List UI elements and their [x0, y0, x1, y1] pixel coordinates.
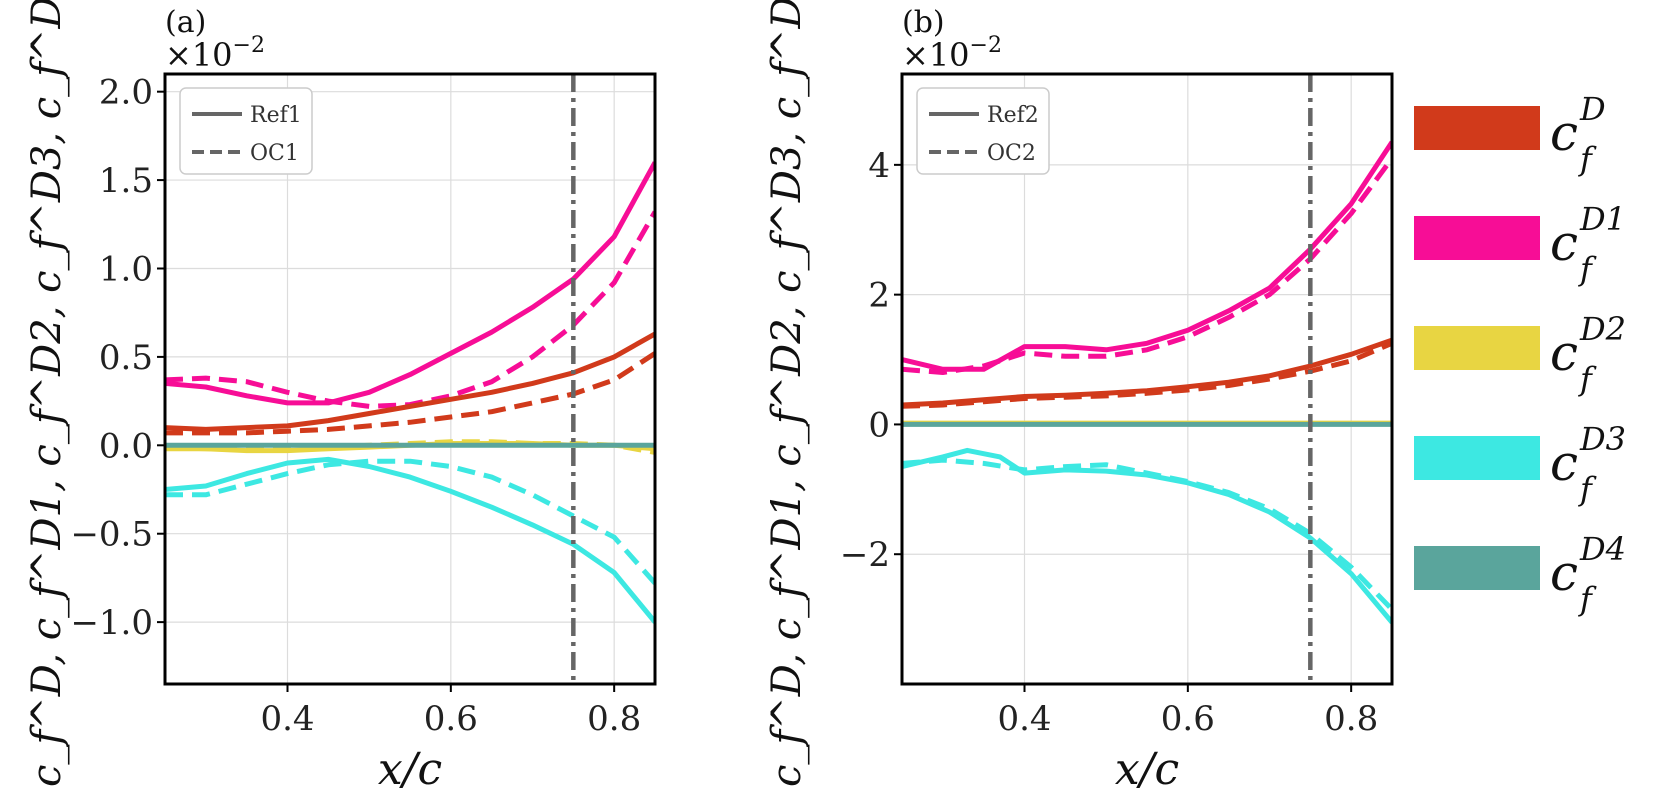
legend-symbol: c: [1550, 104, 1578, 162]
y-axis-label: c_f^D, c_f^D1, c_f^D2, c_f^D3, c_f^D4: [24, 0, 70, 787]
legend-symbol: c: [1550, 214, 1578, 272]
series-line-c-f-d-oc2: [902, 341, 1392, 409]
y-tick-label: −2: [840, 535, 890, 575]
legend-subscript: f: [1578, 250, 1597, 288]
y-tick-label: 0.0: [99, 426, 153, 466]
y-tick-label: −0.5: [70, 515, 153, 555]
x-axis-label: x/c: [1115, 744, 1179, 790]
x-tick-label: 0.8: [587, 699, 641, 739]
color-legend-label: c: [1550, 544, 1578, 602]
color-swatch: [1414, 546, 1540, 590]
y-tick-label: 1.5: [99, 161, 153, 201]
series-line-c-f-d3-ref2: [902, 447, 1392, 625]
color-legend-label: c: [1550, 214, 1578, 272]
y-tick-label: 4: [868, 146, 890, 186]
legend-label: OC2: [987, 141, 1036, 166]
y-tick-label: 2.0: [99, 73, 153, 113]
y-tick-label: 0.5: [99, 338, 153, 378]
x-tick-label: 0.6: [1161, 699, 1215, 739]
y-tick-label: 1.0: [99, 249, 153, 289]
y-tick-label: 0: [868, 405, 890, 445]
color-swatch: [1414, 326, 1540, 370]
series-line-c-f-d3-oc2: [902, 457, 1392, 612]
x-tick-label: 0.6: [424, 699, 478, 739]
series-line-c-f-d1-oc2: [902, 156, 1392, 375]
legend-superscript: D3: [1579, 420, 1626, 458]
x-tick-label: 0.4: [260, 699, 314, 739]
color-legend-label: c: [1550, 104, 1578, 162]
style-legend: Ref2 OC2: [916, 87, 1050, 175]
x-tick-label: 0.4: [997, 699, 1051, 739]
style-legend: Ref1 OC1: [179, 87, 313, 175]
legend-symbol: c: [1550, 324, 1578, 382]
legend-superscript: D4: [1579, 530, 1626, 568]
color-swatch: [1414, 436, 1540, 480]
y-tick-label: 2: [868, 276, 890, 316]
axis-multiplier: ×10−2: [902, 33, 1002, 74]
series-line-c-f-d3-ref1: [165, 456, 655, 624]
legend-superscript: D: [1579, 90, 1606, 128]
y-tick-label: −1.0: [70, 603, 153, 643]
plot-frame: [163, 72, 657, 686]
axis-multiplier-exponent: −2: [970, 33, 1002, 58]
series-group: [902, 140, 1392, 625]
legend-label: OC1: [250, 141, 299, 166]
series-line-c-f-d1-ref2: [902, 140, 1392, 372]
x-axis-label: x/c: [378, 744, 442, 790]
x-tick-label: 0.8: [1324, 699, 1378, 739]
plot-frame: [900, 72, 1394, 686]
series-group: [165, 161, 655, 624]
legend-superscript: D2: [1579, 310, 1626, 348]
legend-symbol: c: [1550, 544, 1578, 602]
legend-superscript: D1: [1579, 200, 1626, 238]
axis-multiplier: ×10−2: [165, 33, 265, 74]
chart-panel-a: 0.4 0.6 0.8 −1.0 −0.5 0.0 0.5 1.0 1.5 2.0 (a)×10−2…: [24, 0, 657, 790]
legend-subscript: f: [1578, 580, 1597, 618]
color-swatch: [1414, 216, 1540, 260]
axis-multiplier-base: ×10: [165, 36, 233, 74]
legend-symbol: c: [1550, 434, 1578, 492]
legend-label: Ref1: [250, 103, 302, 128]
legend-subscript: f: [1578, 470, 1597, 508]
panel-label: (b): [902, 5, 945, 40]
axis-multiplier-base: ×10: [902, 36, 970, 74]
axis-multiplier-exponent: −2: [233, 33, 265, 58]
color-legend-label: c: [1550, 324, 1578, 382]
series-line-c-f-d-ref1: [165, 331, 655, 432]
y-axis-label: c_f^D, c_f^D1, c_f^D2, c_f^D3, c_f^D4: [764, 0, 810, 787]
series-line-c-f-d1-ref1: [165, 161, 655, 406]
legend-label: Ref2: [987, 103, 1039, 128]
color-legend-label: c: [1550, 434, 1578, 492]
color-swatch: [1414, 106, 1540, 150]
panel-label: (a): [165, 5, 206, 40]
legend-subscript: f: [1578, 140, 1597, 178]
legend-subscript: f: [1578, 360, 1597, 398]
